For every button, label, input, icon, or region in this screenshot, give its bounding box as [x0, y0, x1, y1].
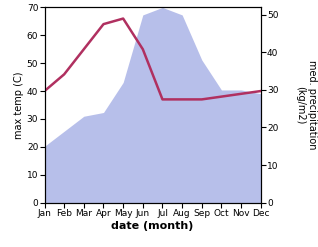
- X-axis label: date (month): date (month): [111, 221, 194, 230]
- Y-axis label: med. precipitation
(kg/m2): med. precipitation (kg/m2): [295, 60, 317, 150]
- Y-axis label: max temp (C): max temp (C): [14, 71, 24, 139]
